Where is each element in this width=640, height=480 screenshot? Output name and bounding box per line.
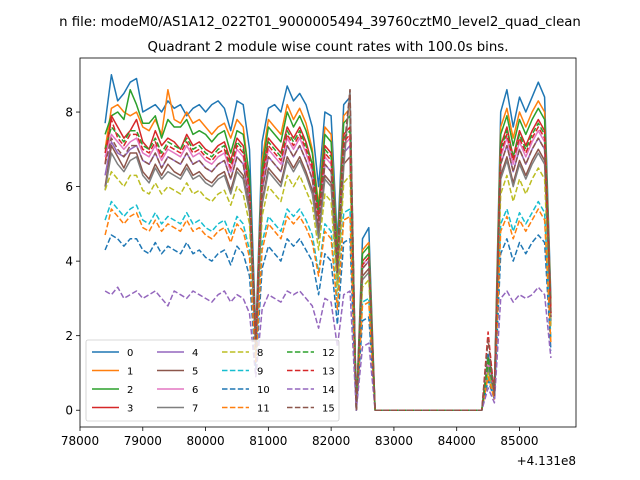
legend-label-4: 4	[192, 348, 198, 359]
legend-label-9: 9	[257, 367, 263, 378]
x-tick-label: 78000	[61, 434, 99, 448]
legend-label-15: 15	[322, 404, 335, 415]
x-tick-label: 84000	[438, 434, 476, 448]
legend-label-2: 2	[127, 385, 133, 396]
legend-label-1: 1	[127, 367, 133, 378]
legend-label-13: 13	[322, 367, 335, 378]
y-axis: 0 2 4 6 8	[65, 105, 80, 418]
series-lines	[104, 74, 552, 411]
x-tick-label: 79000	[124, 434, 162, 448]
series-line-14	[104, 286, 552, 411]
legend-label-10: 10	[257, 385, 270, 396]
y-tick-label: 8	[65, 105, 73, 119]
legend-label-3: 3	[127, 404, 133, 415]
series-line-13	[104, 118, 552, 411]
series-line-10	[104, 234, 552, 411]
legend-label-8: 8	[257, 348, 263, 359]
legend-label-0: 0	[127, 348, 133, 359]
series-line-15	[104, 88, 552, 411]
plot-frame	[79, 57, 577, 428]
y-tick-label: 4	[65, 254, 73, 268]
chart-title: Quadrant 2 module wise count rates with …	[148, 40, 509, 55]
legend-label-12: 12	[322, 348, 335, 359]
y-tick-label: 6	[65, 180, 73, 194]
x-axis: 78000 79000 80000 81000 82000 83000 84000 85000	[61, 427, 539, 448]
x-tick-label: 83000	[375, 434, 413, 448]
y-tick-label: 2	[65, 329, 73, 343]
legend-frame	[85, 339, 340, 422]
chart-suptitle: n file: modeM0/AS1A12_022T01_9000005494_…	[59, 15, 581, 30]
x-tick-label: 82000	[312, 434, 350, 448]
x-tick-label: 81000	[249, 434, 287, 448]
x-tick-label: 80000	[186, 434, 224, 448]
y-tick-label: 0	[65, 404, 73, 418]
legend-label-14: 14	[322, 385, 335, 396]
legend-label-11: 11	[257, 404, 270, 415]
legend-label-6: 6	[192, 385, 198, 396]
series-line-12	[104, 122, 552, 411]
x-tick-label: 85000	[500, 434, 538, 448]
x-offset-label: +4.131e8	[517, 454, 576, 468]
legend-label-5: 5	[192, 367, 198, 378]
legend-label-7: 7	[192, 404, 198, 415]
series-line-9	[104, 200, 552, 411]
